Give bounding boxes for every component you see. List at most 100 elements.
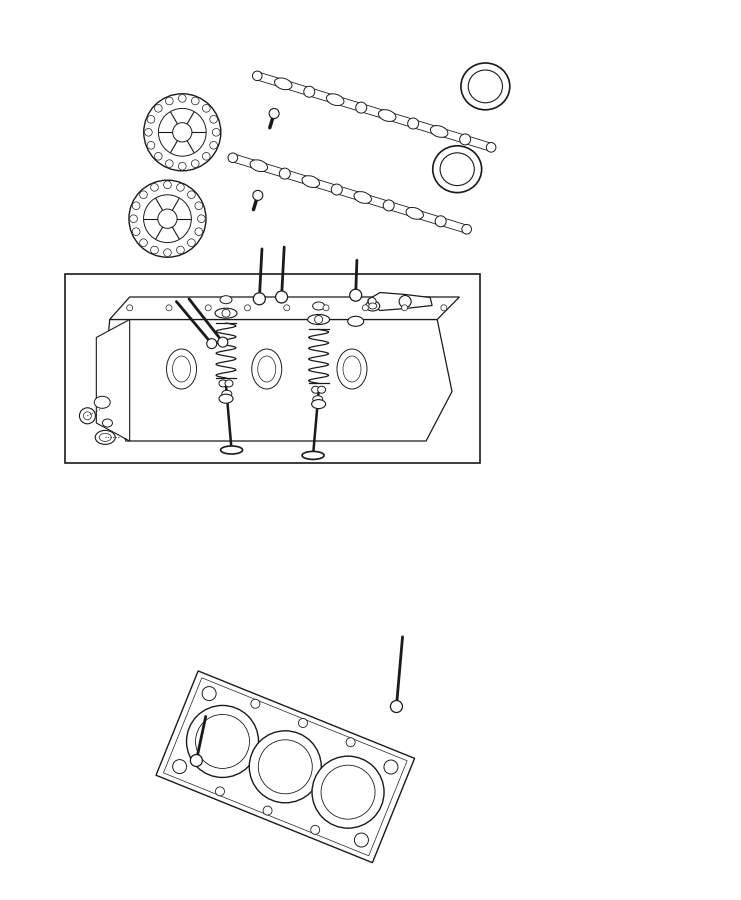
Circle shape <box>176 247 185 254</box>
Bar <box>65 274 480 463</box>
Circle shape <box>127 305 133 310</box>
Circle shape <box>147 115 155 123</box>
Polygon shape <box>368 292 432 310</box>
Ellipse shape <box>354 192 371 203</box>
Circle shape <box>245 305 250 310</box>
Polygon shape <box>164 678 407 856</box>
Polygon shape <box>104 320 452 441</box>
Circle shape <box>195 202 202 210</box>
Circle shape <box>187 238 196 247</box>
Ellipse shape <box>219 394 233 403</box>
Ellipse shape <box>431 126 448 138</box>
Circle shape <box>198 215 205 222</box>
Circle shape <box>222 310 230 317</box>
Circle shape <box>249 731 322 803</box>
Circle shape <box>435 216 446 227</box>
Circle shape <box>144 194 191 243</box>
Circle shape <box>79 408 96 424</box>
Ellipse shape <box>274 78 292 90</box>
Ellipse shape <box>167 349 196 389</box>
Polygon shape <box>156 670 414 863</box>
Circle shape <box>179 94 186 103</box>
Ellipse shape <box>461 63 510 110</box>
Circle shape <box>139 238 147 247</box>
Circle shape <box>304 86 315 97</box>
Circle shape <box>164 181 171 189</box>
Ellipse shape <box>99 434 111 441</box>
Circle shape <box>310 825 319 834</box>
Circle shape <box>150 247 159 254</box>
Ellipse shape <box>318 386 325 393</box>
Circle shape <box>190 754 202 767</box>
Ellipse shape <box>302 176 319 187</box>
Circle shape <box>130 215 137 222</box>
Circle shape <box>299 718 308 727</box>
Circle shape <box>402 305 408 310</box>
Circle shape <box>253 71 262 81</box>
Ellipse shape <box>433 146 482 193</box>
Circle shape <box>399 295 411 308</box>
Ellipse shape <box>258 356 276 382</box>
Ellipse shape <box>369 303 376 309</box>
Ellipse shape <box>406 208 423 220</box>
Polygon shape <box>110 297 459 320</box>
Circle shape <box>383 200 394 211</box>
Circle shape <box>279 168 290 179</box>
Circle shape <box>133 202 140 210</box>
Circle shape <box>202 104 210 112</box>
Ellipse shape <box>313 396 323 402</box>
Ellipse shape <box>96 430 115 445</box>
Ellipse shape <box>312 386 319 393</box>
Ellipse shape <box>379 110 396 122</box>
Ellipse shape <box>327 94 344 105</box>
Circle shape <box>216 787 225 796</box>
Circle shape <box>213 129 220 136</box>
Circle shape <box>350 289 362 302</box>
Circle shape <box>251 699 260 708</box>
Circle shape <box>133 228 140 236</box>
Ellipse shape <box>252 349 282 389</box>
Circle shape <box>158 209 177 229</box>
Circle shape <box>191 160 199 167</box>
Circle shape <box>159 108 206 157</box>
Circle shape <box>196 715 250 769</box>
Circle shape <box>315 316 322 323</box>
Ellipse shape <box>302 452 324 459</box>
Circle shape <box>187 706 259 778</box>
Circle shape <box>228 153 238 163</box>
Circle shape <box>144 129 152 136</box>
Circle shape <box>346 738 355 747</box>
Circle shape <box>205 305 211 310</box>
Ellipse shape <box>337 349 367 389</box>
Ellipse shape <box>308 314 330 325</box>
Circle shape <box>486 142 496 152</box>
Circle shape <box>195 228 202 236</box>
Ellipse shape <box>225 380 233 387</box>
Circle shape <box>173 122 192 142</box>
Circle shape <box>218 338 227 347</box>
Circle shape <box>391 700 402 713</box>
Circle shape <box>164 248 171 256</box>
Circle shape <box>253 191 263 201</box>
Ellipse shape <box>312 400 325 409</box>
Circle shape <box>276 291 288 303</box>
Circle shape <box>84 412 91 419</box>
Circle shape <box>173 760 187 774</box>
Circle shape <box>356 102 367 113</box>
Circle shape <box>210 115 217 123</box>
Circle shape <box>202 152 210 160</box>
Circle shape <box>147 141 155 149</box>
Circle shape <box>176 184 185 191</box>
Circle shape <box>139 191 147 199</box>
Circle shape <box>253 292 265 305</box>
Ellipse shape <box>94 396 110 409</box>
Circle shape <box>187 191 196 199</box>
Circle shape <box>331 184 342 195</box>
Circle shape <box>166 305 172 310</box>
Circle shape <box>210 141 217 149</box>
Circle shape <box>165 97 173 104</box>
Circle shape <box>202 687 216 700</box>
Circle shape <box>321 765 375 819</box>
Ellipse shape <box>222 391 232 397</box>
Ellipse shape <box>348 316 364 327</box>
